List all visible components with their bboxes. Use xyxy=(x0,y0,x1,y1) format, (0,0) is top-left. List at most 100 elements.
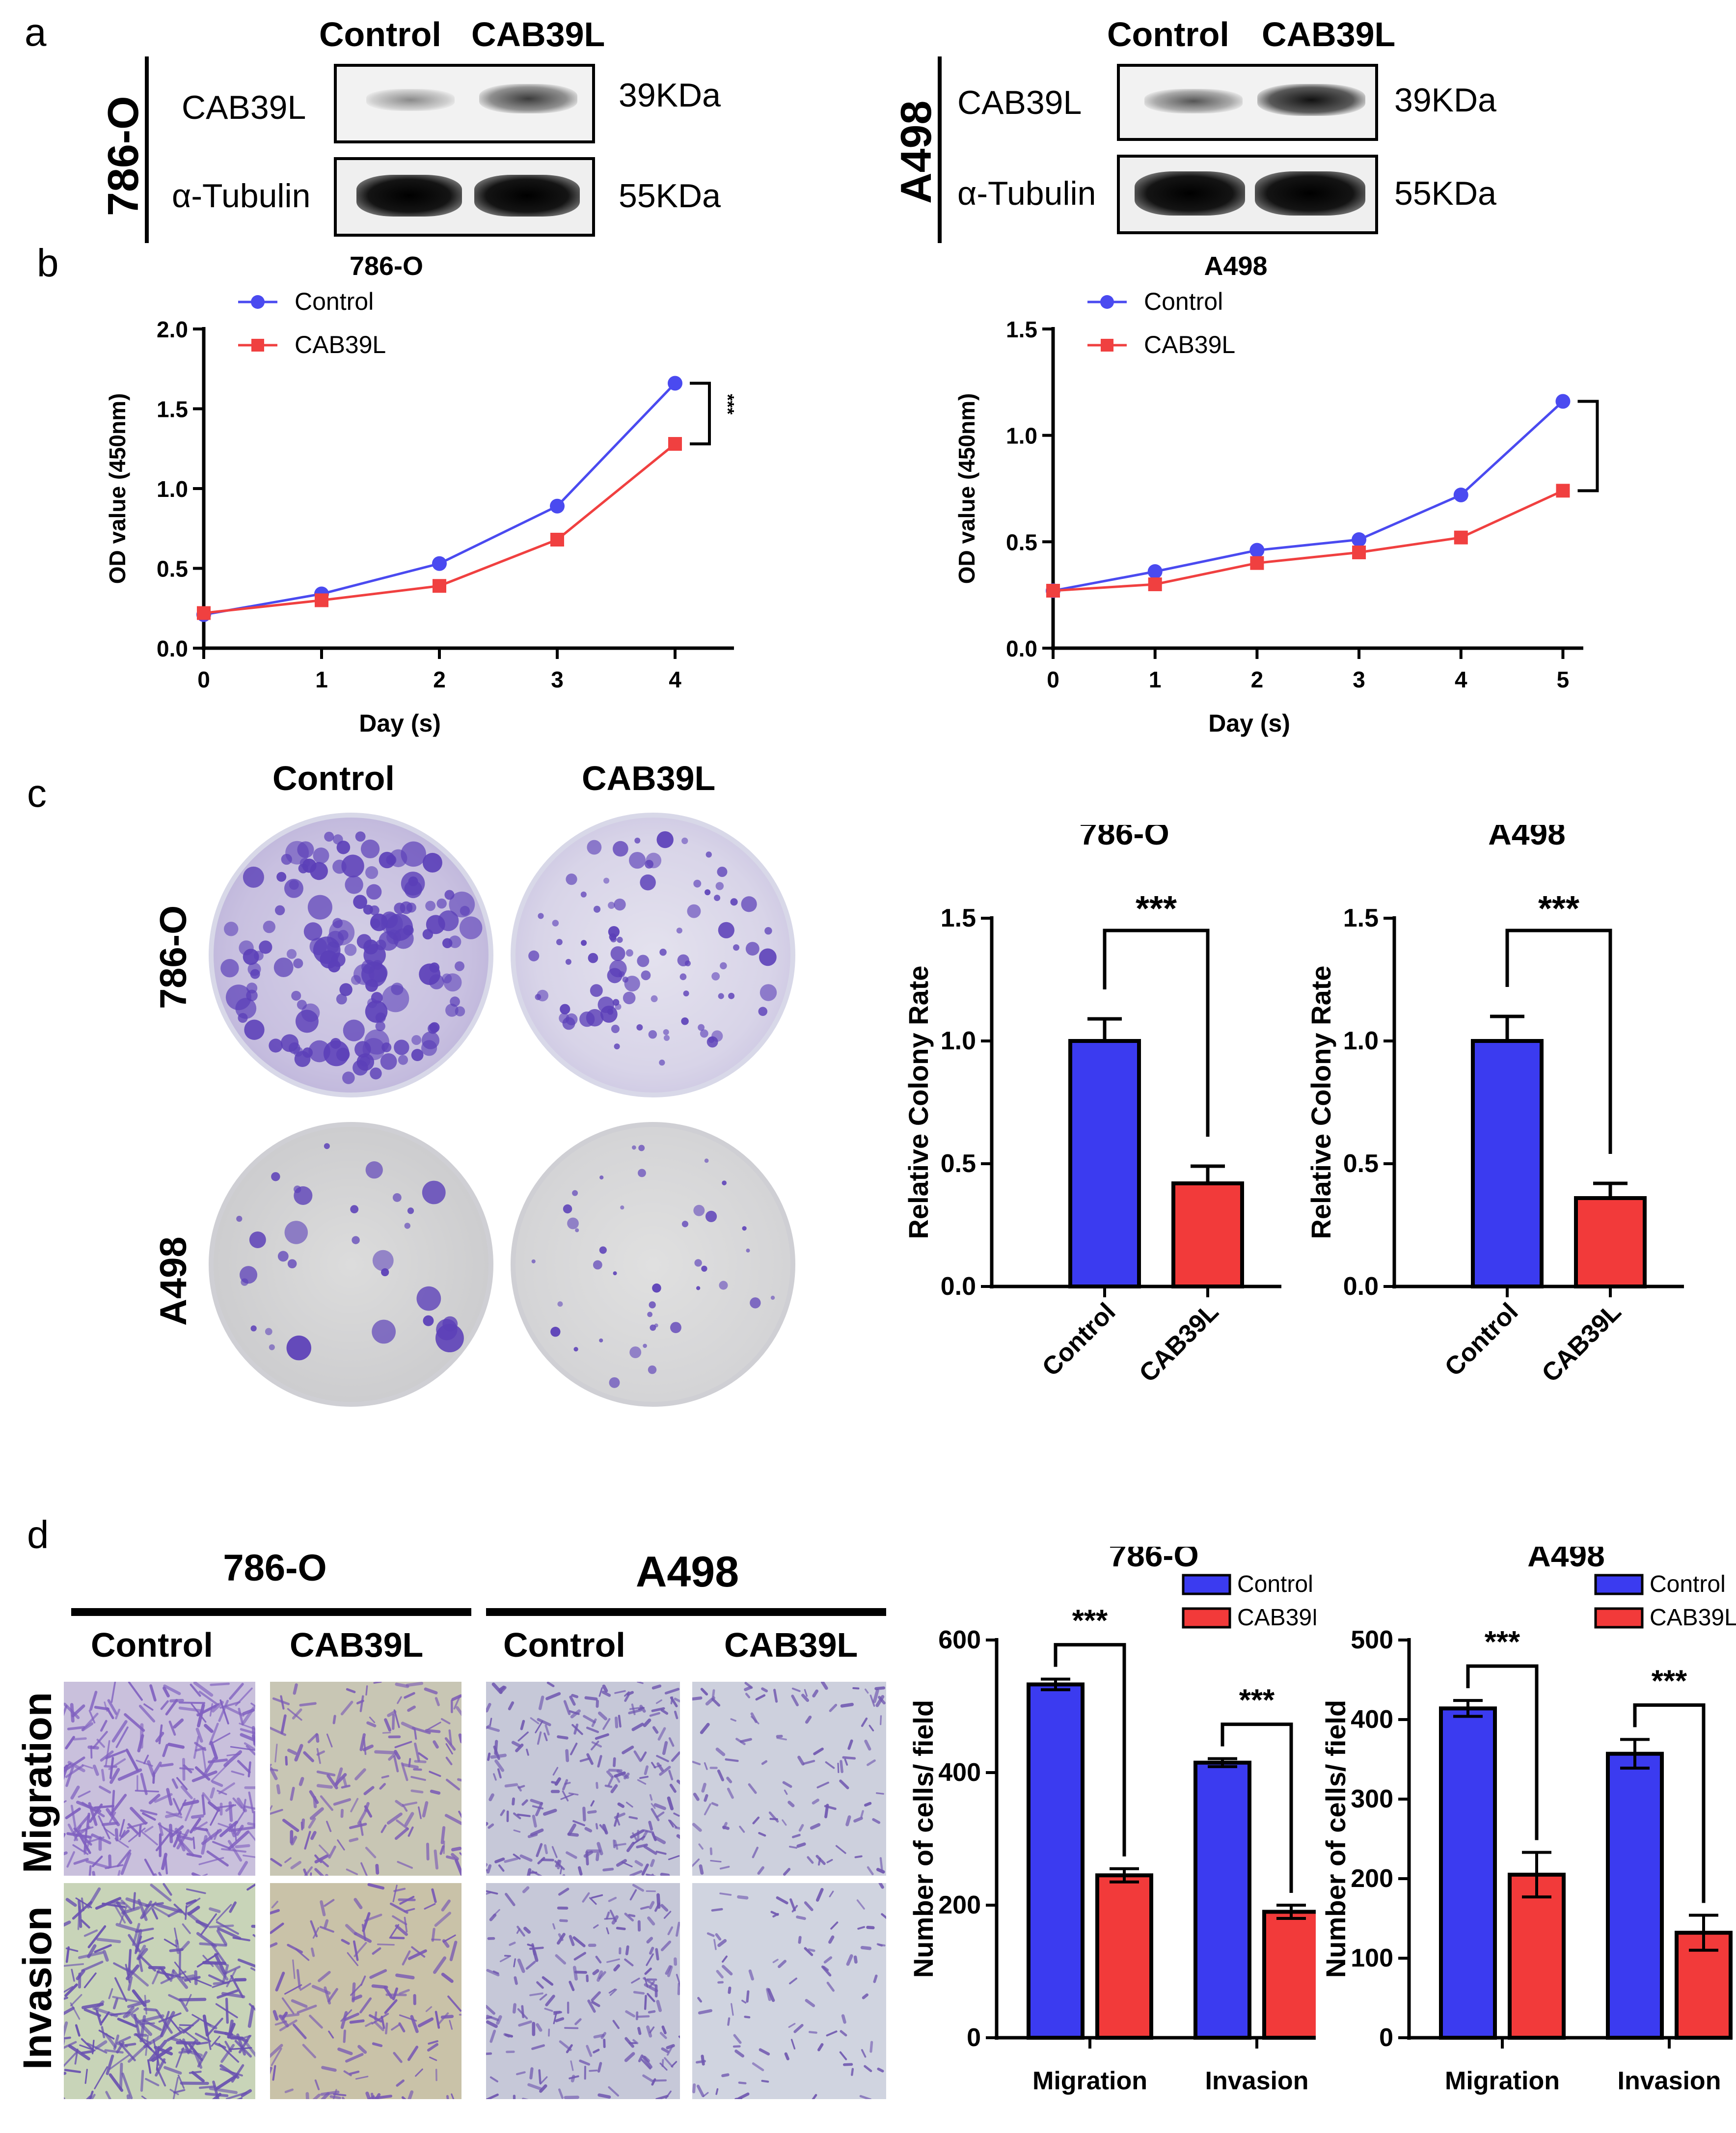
cell xyxy=(715,2088,719,2095)
cell xyxy=(229,1683,244,1700)
cell xyxy=(285,1755,288,1766)
colony xyxy=(700,1029,708,1038)
cell xyxy=(92,1764,99,1776)
cell xyxy=(660,1709,669,1715)
blot-a498-col-control: Control xyxy=(1107,15,1229,54)
cell xyxy=(661,2047,669,2053)
cell xyxy=(178,2050,192,2054)
y-tick-label: 1.0 xyxy=(157,476,188,502)
cell xyxy=(664,1688,680,1695)
cell xyxy=(360,1862,368,1876)
colony-dish-a498-control xyxy=(209,1122,493,1407)
cell xyxy=(320,1900,326,1916)
cell xyxy=(853,1955,858,1964)
cell xyxy=(210,1682,230,1686)
cell xyxy=(633,1750,642,1762)
cell xyxy=(139,2015,146,2043)
bar-control-invasion xyxy=(1606,1751,1664,2040)
cell xyxy=(309,1790,319,1804)
y-tick-label: 0.5 xyxy=(157,556,188,582)
cell xyxy=(788,2023,796,2028)
cell xyxy=(651,1684,662,1690)
cell xyxy=(137,1937,154,1945)
cell xyxy=(692,1696,703,1701)
cell xyxy=(842,2063,853,2066)
colony-dots xyxy=(531,1145,775,1388)
cell xyxy=(207,2034,212,2051)
cell xyxy=(586,1726,599,1733)
cell xyxy=(737,2092,750,2099)
colony xyxy=(613,1271,617,1276)
cell xyxy=(402,1804,408,1812)
cell xyxy=(606,1958,620,1963)
significance-label: *** xyxy=(1605,426,1610,447)
cell xyxy=(545,1995,555,2007)
cell xyxy=(853,1816,863,1823)
colony xyxy=(550,1327,561,1337)
cell xyxy=(206,1850,229,1867)
cell xyxy=(558,2088,564,2099)
cell xyxy=(383,1986,393,1999)
cell xyxy=(520,1720,525,1730)
colony xyxy=(302,1047,313,1058)
cell xyxy=(147,2059,152,2074)
cell xyxy=(349,1837,359,1842)
cell xyxy=(529,1992,543,1996)
significance-label: *** xyxy=(1485,1625,1520,1659)
cell xyxy=(602,1684,608,1693)
cell xyxy=(511,1741,521,1748)
colony xyxy=(443,973,462,992)
cell xyxy=(816,1781,829,1789)
bar-control-invasion xyxy=(1194,1760,1251,2040)
cell xyxy=(125,1897,150,1908)
cell xyxy=(651,1762,656,1769)
cell xyxy=(713,1939,717,1950)
cell xyxy=(372,2042,383,2048)
cell xyxy=(624,1694,630,1702)
colony xyxy=(295,1010,319,1033)
colony-col-cab39l: CAB39L xyxy=(582,759,716,797)
cell xyxy=(238,1707,244,1726)
cell xyxy=(537,1731,542,1745)
data-point-control xyxy=(668,376,682,391)
cell xyxy=(223,1750,243,1767)
cell xyxy=(841,2014,846,2024)
cell xyxy=(696,2060,706,2064)
cell xyxy=(517,1731,529,1742)
panel-letter-d: d xyxy=(27,1513,49,1557)
cell xyxy=(173,1903,187,1916)
cell xyxy=(217,1989,239,1999)
cell xyxy=(65,1736,75,1750)
cell xyxy=(748,1969,754,1981)
cell xyxy=(517,2008,528,2020)
colony xyxy=(718,922,734,938)
cell xyxy=(166,2026,191,2042)
cell xyxy=(171,1778,178,1789)
cell xyxy=(544,1724,550,1736)
cell xyxy=(601,1691,611,1697)
cell xyxy=(388,1751,398,1761)
cell xyxy=(128,1828,146,1842)
cell xyxy=(392,1915,407,1925)
cell xyxy=(783,1868,791,1876)
cell xyxy=(345,2052,364,2063)
colony xyxy=(239,940,254,956)
cell xyxy=(519,1854,533,1862)
cell xyxy=(670,1696,674,1704)
colony xyxy=(411,1035,422,1045)
cell xyxy=(298,1777,304,1786)
cell xyxy=(179,1998,189,2012)
cell xyxy=(188,2043,203,2061)
cell xyxy=(562,1874,566,1876)
cell xyxy=(186,1899,197,1905)
cell xyxy=(399,1895,415,1905)
colony xyxy=(263,920,276,933)
cell xyxy=(637,1779,647,1785)
cell xyxy=(659,2032,667,2039)
cell xyxy=(441,1972,454,1983)
cell xyxy=(153,1873,157,1876)
cell xyxy=(791,1833,801,1838)
cell xyxy=(741,1999,747,2004)
cell xyxy=(395,1924,408,1936)
cell xyxy=(676,1834,680,1839)
